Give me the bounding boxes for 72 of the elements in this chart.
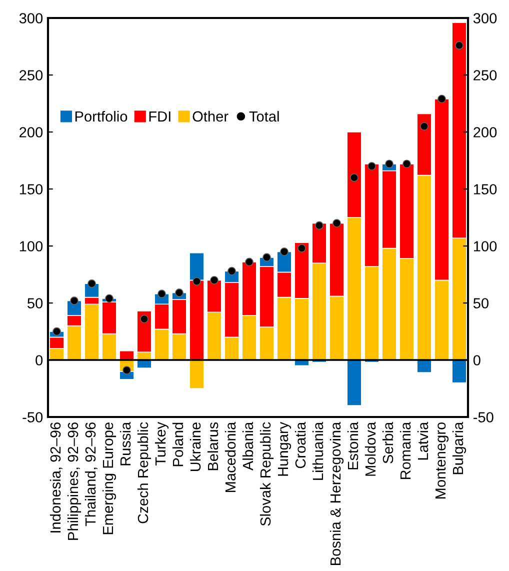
x-tick-label: Philippines, 92–96 — [67, 422, 82, 540]
point — [52, 327, 61, 336]
legend-label: FDI — [149, 111, 170, 122]
y2-tick-label: 200 — [474, 127, 497, 138]
y2-tick-label: 0 — [473, 355, 480, 366]
x-tick-label: Serbia — [382, 422, 394, 464]
x-tick-label: Belarus — [207, 422, 218, 470]
point — [140, 314, 148, 324]
point — [368, 162, 376, 170]
point — [175, 288, 184, 297]
x-tick-label: Croatia — [294, 422, 306, 468]
y2-tick-label: 300 — [473, 13, 497, 24]
y-tick-label: 150 — [20, 184, 43, 194]
legend-label: Portfolio — [75, 110, 128, 122]
y-tick-label: 50 — [28, 298, 43, 308]
point — [228, 266, 236, 276]
x-tick-label: Romania — [400, 422, 411, 480]
y2-tick-label: 100 — [474, 241, 497, 252]
point — [385, 160, 394, 168]
y2-tick-label: -50 — [474, 412, 494, 422]
y-tick-label: 200 — [20, 127, 43, 138]
x-tick-label: Lithuania — [312, 422, 324, 480]
y2-tick-label: 250 — [474, 70, 497, 80]
point — [332, 218, 341, 228]
y-tick-label: 100 — [20, 241, 43, 252]
y-tick-label: -50 — [22, 412, 43, 422]
x-tick-label: Emerging Europe — [102, 422, 116, 534]
x-tick-label: Slovak Republic — [260, 422, 274, 526]
point — [70, 296, 78, 305]
point — [315, 221, 324, 230]
y-tick-label: 300 — [19, 13, 43, 24]
x-tick-label: Moldova — [364, 422, 376, 476]
x-tick-label: Turkey — [154, 422, 169, 466]
x-tick-label: Estonia — [347, 422, 358, 470]
point — [158, 290, 166, 298]
y-tick-label: 250 — [20, 70, 43, 80]
point — [122, 366, 131, 374]
point — [350, 173, 358, 182]
point — [420, 122, 428, 131]
point — [245, 258, 254, 266]
point — [438, 94, 446, 104]
point — [105, 294, 114, 303]
x-tick-label: Montenegro — [435, 422, 449, 498]
legend-label: Other — [192, 110, 228, 122]
point — [298, 244, 306, 253]
y2-tick-label: 50 — [473, 298, 489, 308]
x-tick-label: Bulgaria — [452, 422, 466, 474]
x-tick-label: Albania — [242, 422, 254, 470]
x-tick-label: Bosnia & Herzegovina — [330, 422, 344, 565]
point — [88, 279, 96, 288]
x-tick-label: Thailand, 92–96 — [84, 422, 98, 526]
y2-tick-label: 150 — [474, 184, 497, 194]
y-tick-label: 0 — [36, 355, 43, 366]
bar — [346, 360, 362, 406]
point — [402, 160, 411, 168]
x-tick-label: Hungary — [278, 422, 292, 476]
x-tick-label: Russia — [120, 422, 131, 466]
legend-label: Total — [249, 110, 279, 122]
point — [262, 253, 271, 262]
x-tick-label: Poland — [172, 422, 184, 466]
point — [455, 41, 464, 50]
bar — [189, 360, 204, 389]
bar — [452, 360, 467, 384]
bar — [416, 360, 432, 373]
x-tick-label: Indonesia, 92–96 — [50, 422, 62, 532]
x-tick-label: Macedonia — [224, 422, 236, 492]
point — [210, 276, 218, 284]
point — [192, 277, 201, 286]
point — [280, 247, 288, 256]
x-tick-label: Czech Republic — [137, 422, 152, 524]
x-tick-label: Ukraine — [190, 422, 201, 471]
x-tick-label: Latvia — [417, 422, 428, 460]
